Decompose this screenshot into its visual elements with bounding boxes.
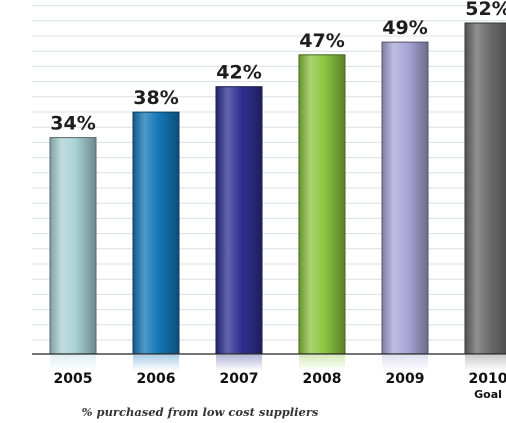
value-label: 47% (299, 30, 344, 52)
gridlines (32, 5, 506, 341)
x-tick-label: 2005 (54, 371, 93, 387)
chart-caption: % purchased from low cost suppliers (82, 405, 319, 419)
bar-2005 (49, 137, 97, 355)
bar-2006 (132, 111, 180, 355)
bars (49, 22, 506, 371)
bar-reflection (133, 355, 179, 371)
bar-2009 (381, 41, 429, 355)
bar-reflection (216, 355, 262, 371)
bar-reflection (50, 355, 96, 371)
value-label: 49% (382, 17, 427, 39)
value-label: 42% (216, 62, 261, 84)
bar-2007 (215, 86, 263, 355)
x-tick-sublabel: Goal (474, 388, 502, 401)
bar-2010 (464, 22, 506, 355)
x-tick-label: 2010 (469, 371, 506, 387)
bar-2008 (298, 54, 346, 355)
bar-reflection (465, 355, 506, 371)
value-labels: 34% 38% 42% 47% 49% 52% (50, 0, 506, 135)
bar-reflection (382, 355, 428, 371)
value-label: 38% (133, 87, 178, 109)
value-label: 52% (465, 0, 506, 20)
value-label: 34% (50, 113, 95, 135)
x-tick-label: 2006 (137, 371, 176, 387)
x-tick-label: 2008 (303, 371, 342, 387)
x-tick-label: 2009 (386, 371, 425, 387)
bar-reflection (299, 355, 345, 371)
x-tick-label: 2007 (220, 371, 259, 387)
